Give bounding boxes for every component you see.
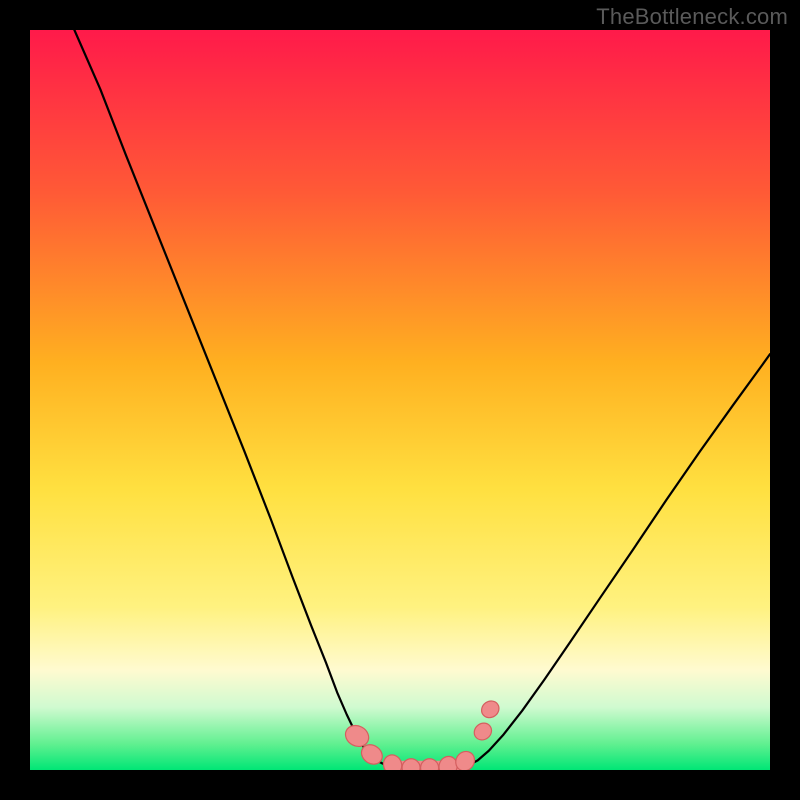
bottleneck-chart bbox=[30, 30, 770, 770]
watermark-text: TheBottleneck.com bbox=[596, 4, 788, 30]
chart-background bbox=[30, 30, 770, 770]
chart-svg bbox=[30, 30, 770, 770]
